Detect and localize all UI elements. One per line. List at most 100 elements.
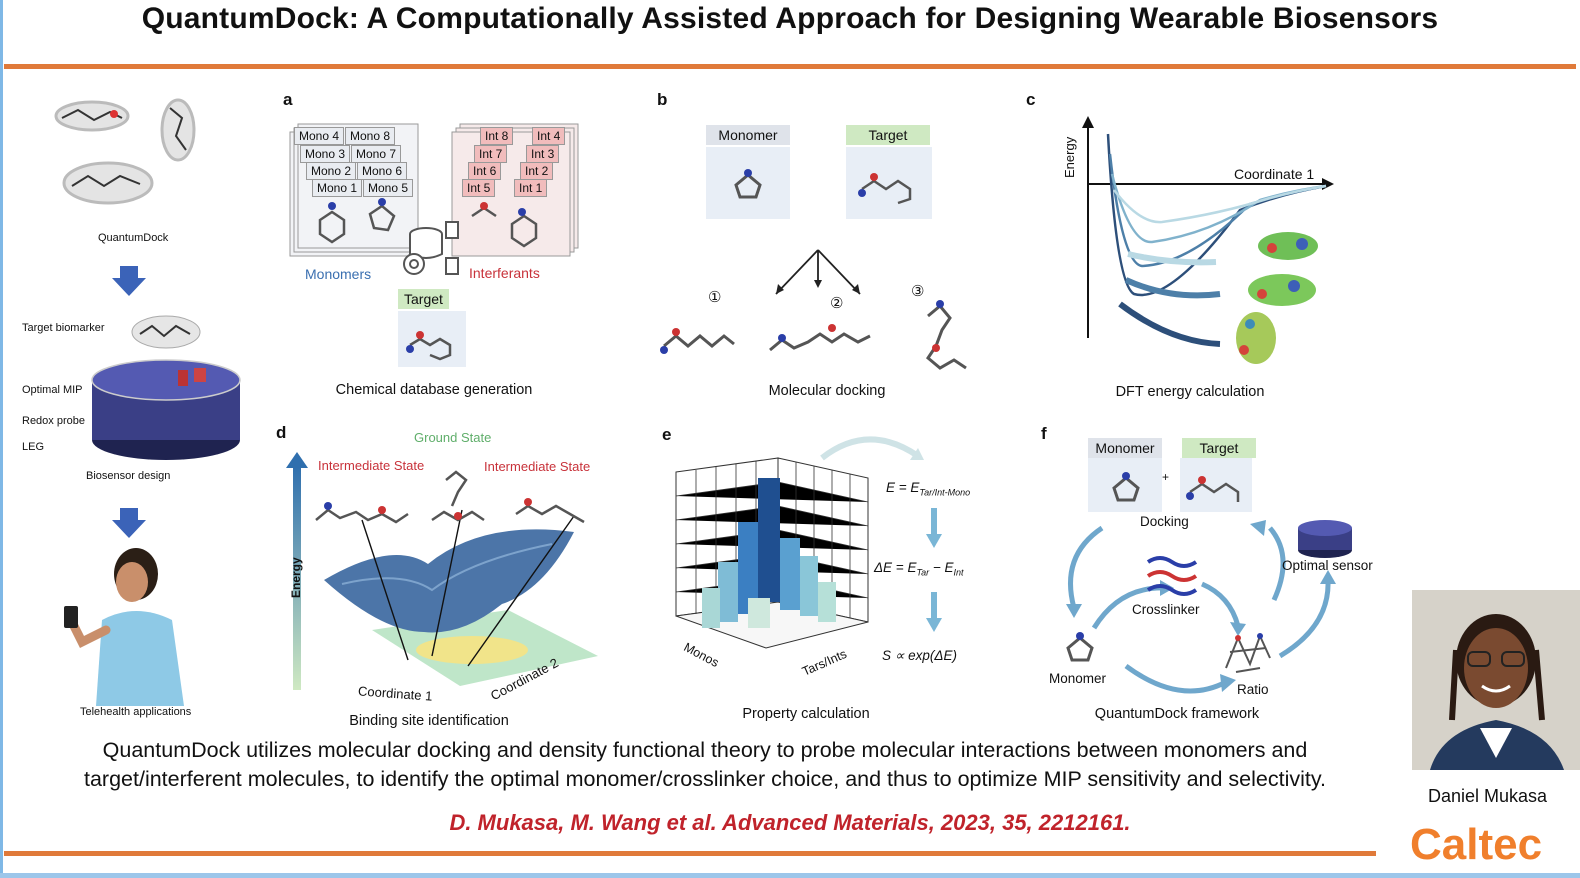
- monomers-label: Monomers: [305, 266, 372, 282]
- caltech-logo: Caltec: [1410, 820, 1543, 869]
- quantumdock-label: QuantumDock: [98, 232, 169, 244]
- bottom-divider: [4, 851, 1376, 856]
- summary-line-1: QuantumDock utilizes molecular docking a…: [102, 738, 1308, 762]
- bar3d-bars: [702, 478, 836, 628]
- eq-delta-b: − E: [929, 560, 954, 575]
- ratio-label: Ratio: [1237, 682, 1269, 697]
- leg-label: LEG: [22, 441, 45, 453]
- framework-cycle-arrows: [1066, 520, 1336, 694]
- panel-b-caption: Molecular docking: [768, 383, 886, 399]
- speaker-video: [1412, 590, 1580, 770]
- biomarker-molecule-icon: [131, 315, 201, 349]
- curved-arrow-icon: [820, 436, 924, 461]
- monomer-card-f: [1088, 458, 1162, 512]
- intermediate-state-right-label: Intermediate State: [484, 459, 591, 474]
- target-card-f: [1180, 458, 1252, 512]
- int-card-4: Int 4: [532, 127, 566, 145]
- speaker-name: Daniel Mukasa: [1428, 786, 1548, 806]
- slide-title: QuantumDock: A Computationally Assisted …: [141, 2, 1439, 35]
- bar3d-chart: [675, 457, 869, 649]
- mono-card-7: Mono 7: [351, 145, 402, 163]
- down-arrow-icon: [112, 266, 146, 296]
- equation-selectivity: S ∝ exp(ΔE): [882, 648, 957, 663]
- int-card-7: Int 7: [474, 145, 508, 163]
- panel-a-caption: Chemical database generation: [335, 382, 533, 398]
- speaker-portrait: [1412, 590, 1580, 770]
- mono-card-4: Mono 4: [294, 127, 345, 145]
- monomer-molecule-card: [706, 147, 790, 219]
- equation-delta-e: ΔE = ETar − EInt: [874, 560, 964, 578]
- mono-card-3: Mono 3: [300, 145, 351, 163]
- int-card-1: Int 1: [514, 179, 548, 197]
- monomer-tag-f: Monomer: [1088, 438, 1162, 458]
- panel-e-letter: e: [662, 425, 672, 444]
- interferants-label: Interferants: [469, 265, 540, 281]
- panel-b-letter: b: [657, 90, 668, 109]
- pose-2-label: ②: [830, 295, 844, 312]
- eq-delta-a: ΔE = E: [874, 560, 917, 575]
- docking-branch-arrows: [775, 249, 861, 295]
- panel-f-letter: f: [1041, 424, 1047, 443]
- panel-a-letter: a: [283, 90, 293, 109]
- target-tag-f: Target: [1182, 438, 1256, 458]
- eq-delta-sub1: Tar: [916, 567, 930, 578]
- step-arrow-icon: [926, 508, 942, 548]
- target-biomarker-label: Target biomarker: [22, 322, 105, 334]
- target-tag-b: Target: [846, 125, 930, 145]
- equation-e-sub: Tar/Int-Mono: [919, 487, 971, 498]
- slide-frame-left: [0, 0, 3, 878]
- intermediate-state-left-label: Intermediate State: [318, 458, 425, 473]
- int-card-8: Int 8: [480, 127, 514, 145]
- mono-card-1: Mono 1: [312, 179, 363, 197]
- telehealth-person-illustration: [64, 548, 184, 706]
- energy-gradient-arrow: [286, 452, 308, 690]
- database-gear-icon: [403, 221, 459, 275]
- mono-card-5: Mono 5: [363, 179, 414, 197]
- eq-delta-sub2: Int: [953, 567, 964, 578]
- step-arrow-icon: [926, 592, 942, 632]
- molecular-surface-blobs: [1236, 232, 1318, 364]
- docking-poses-illustration: [660, 300, 967, 370]
- energy-landscape-surface: [315, 470, 598, 686]
- panel-e-caption: Property calculation: [742, 706, 870, 722]
- pose-1-label: ①: [708, 289, 722, 306]
- panel-d-caption: Binding site identification: [349, 713, 509, 729]
- energy-coordinate-plot: [1082, 116, 1334, 347]
- energy-axis-label: Energy: [1062, 136, 1077, 178]
- mono-card-2: Mono 2: [306, 162, 357, 180]
- crosslinker-label: Crosslinker: [1132, 602, 1200, 617]
- mono-card-8: Mono 8: [345, 127, 396, 145]
- citation: D. Mukasa, M. Wang et al. Advanced Mater…: [449, 810, 1131, 835]
- summary-line-2: target/interferent molecules, to identif…: [84, 767, 1326, 791]
- quantumdock-molecules-illustration: [54, 98, 196, 205]
- summary-text: QuantumDock utilizes molecular docking a…: [0, 736, 1410, 794]
- down-arrow-icon: [112, 508, 146, 538]
- plus-sign: +: [1162, 470, 1170, 484]
- optimal-mip-label: Optimal MIP: [22, 384, 83, 396]
- coordinate-1-axis-label: Coordinate 1: [1234, 166, 1315, 182]
- int-card-2: Int 2: [520, 162, 554, 180]
- pose-3-label: ③: [911, 283, 925, 300]
- panel-c-caption: DFT energy calculation: [1115, 384, 1265, 400]
- docking-label: Docking: [1140, 514, 1189, 529]
- monomer-molecule-icon: [734, 169, 762, 199]
- crosslinker-icon: [1146, 556, 1198, 596]
- ground-state-label: Ground State: [414, 430, 492, 445]
- monomer-molecule-icon-f: [1112, 472, 1140, 502]
- biosensor-design-label: Biosensor design: [86, 470, 171, 482]
- redox-probe-label: Redox probe: [22, 415, 85, 427]
- target-molecule-card: [398, 311, 466, 367]
- target-tag: Target: [398, 289, 449, 309]
- int-card-5: Int 5: [462, 179, 496, 197]
- mono-card-6: Mono 6: [357, 162, 408, 180]
- biosensor-electrode-illustration: [91, 359, 241, 460]
- panel-c-letter: c: [1026, 90, 1036, 109]
- int-card-3: Int 3: [526, 145, 560, 163]
- monomer-tag: Monomer: [706, 125, 790, 145]
- equation-e-main: E = E: [886, 480, 920, 495]
- panel-d-letter: d: [276, 423, 287, 442]
- panel-f-caption: QuantumDock framework: [1094, 706, 1260, 722]
- panel-d-energy-label: Energy: [289, 557, 303, 598]
- target-molecule-icon-f: [1186, 476, 1240, 502]
- equation-e: E = ETar/Int-Mono: [886, 480, 970, 498]
